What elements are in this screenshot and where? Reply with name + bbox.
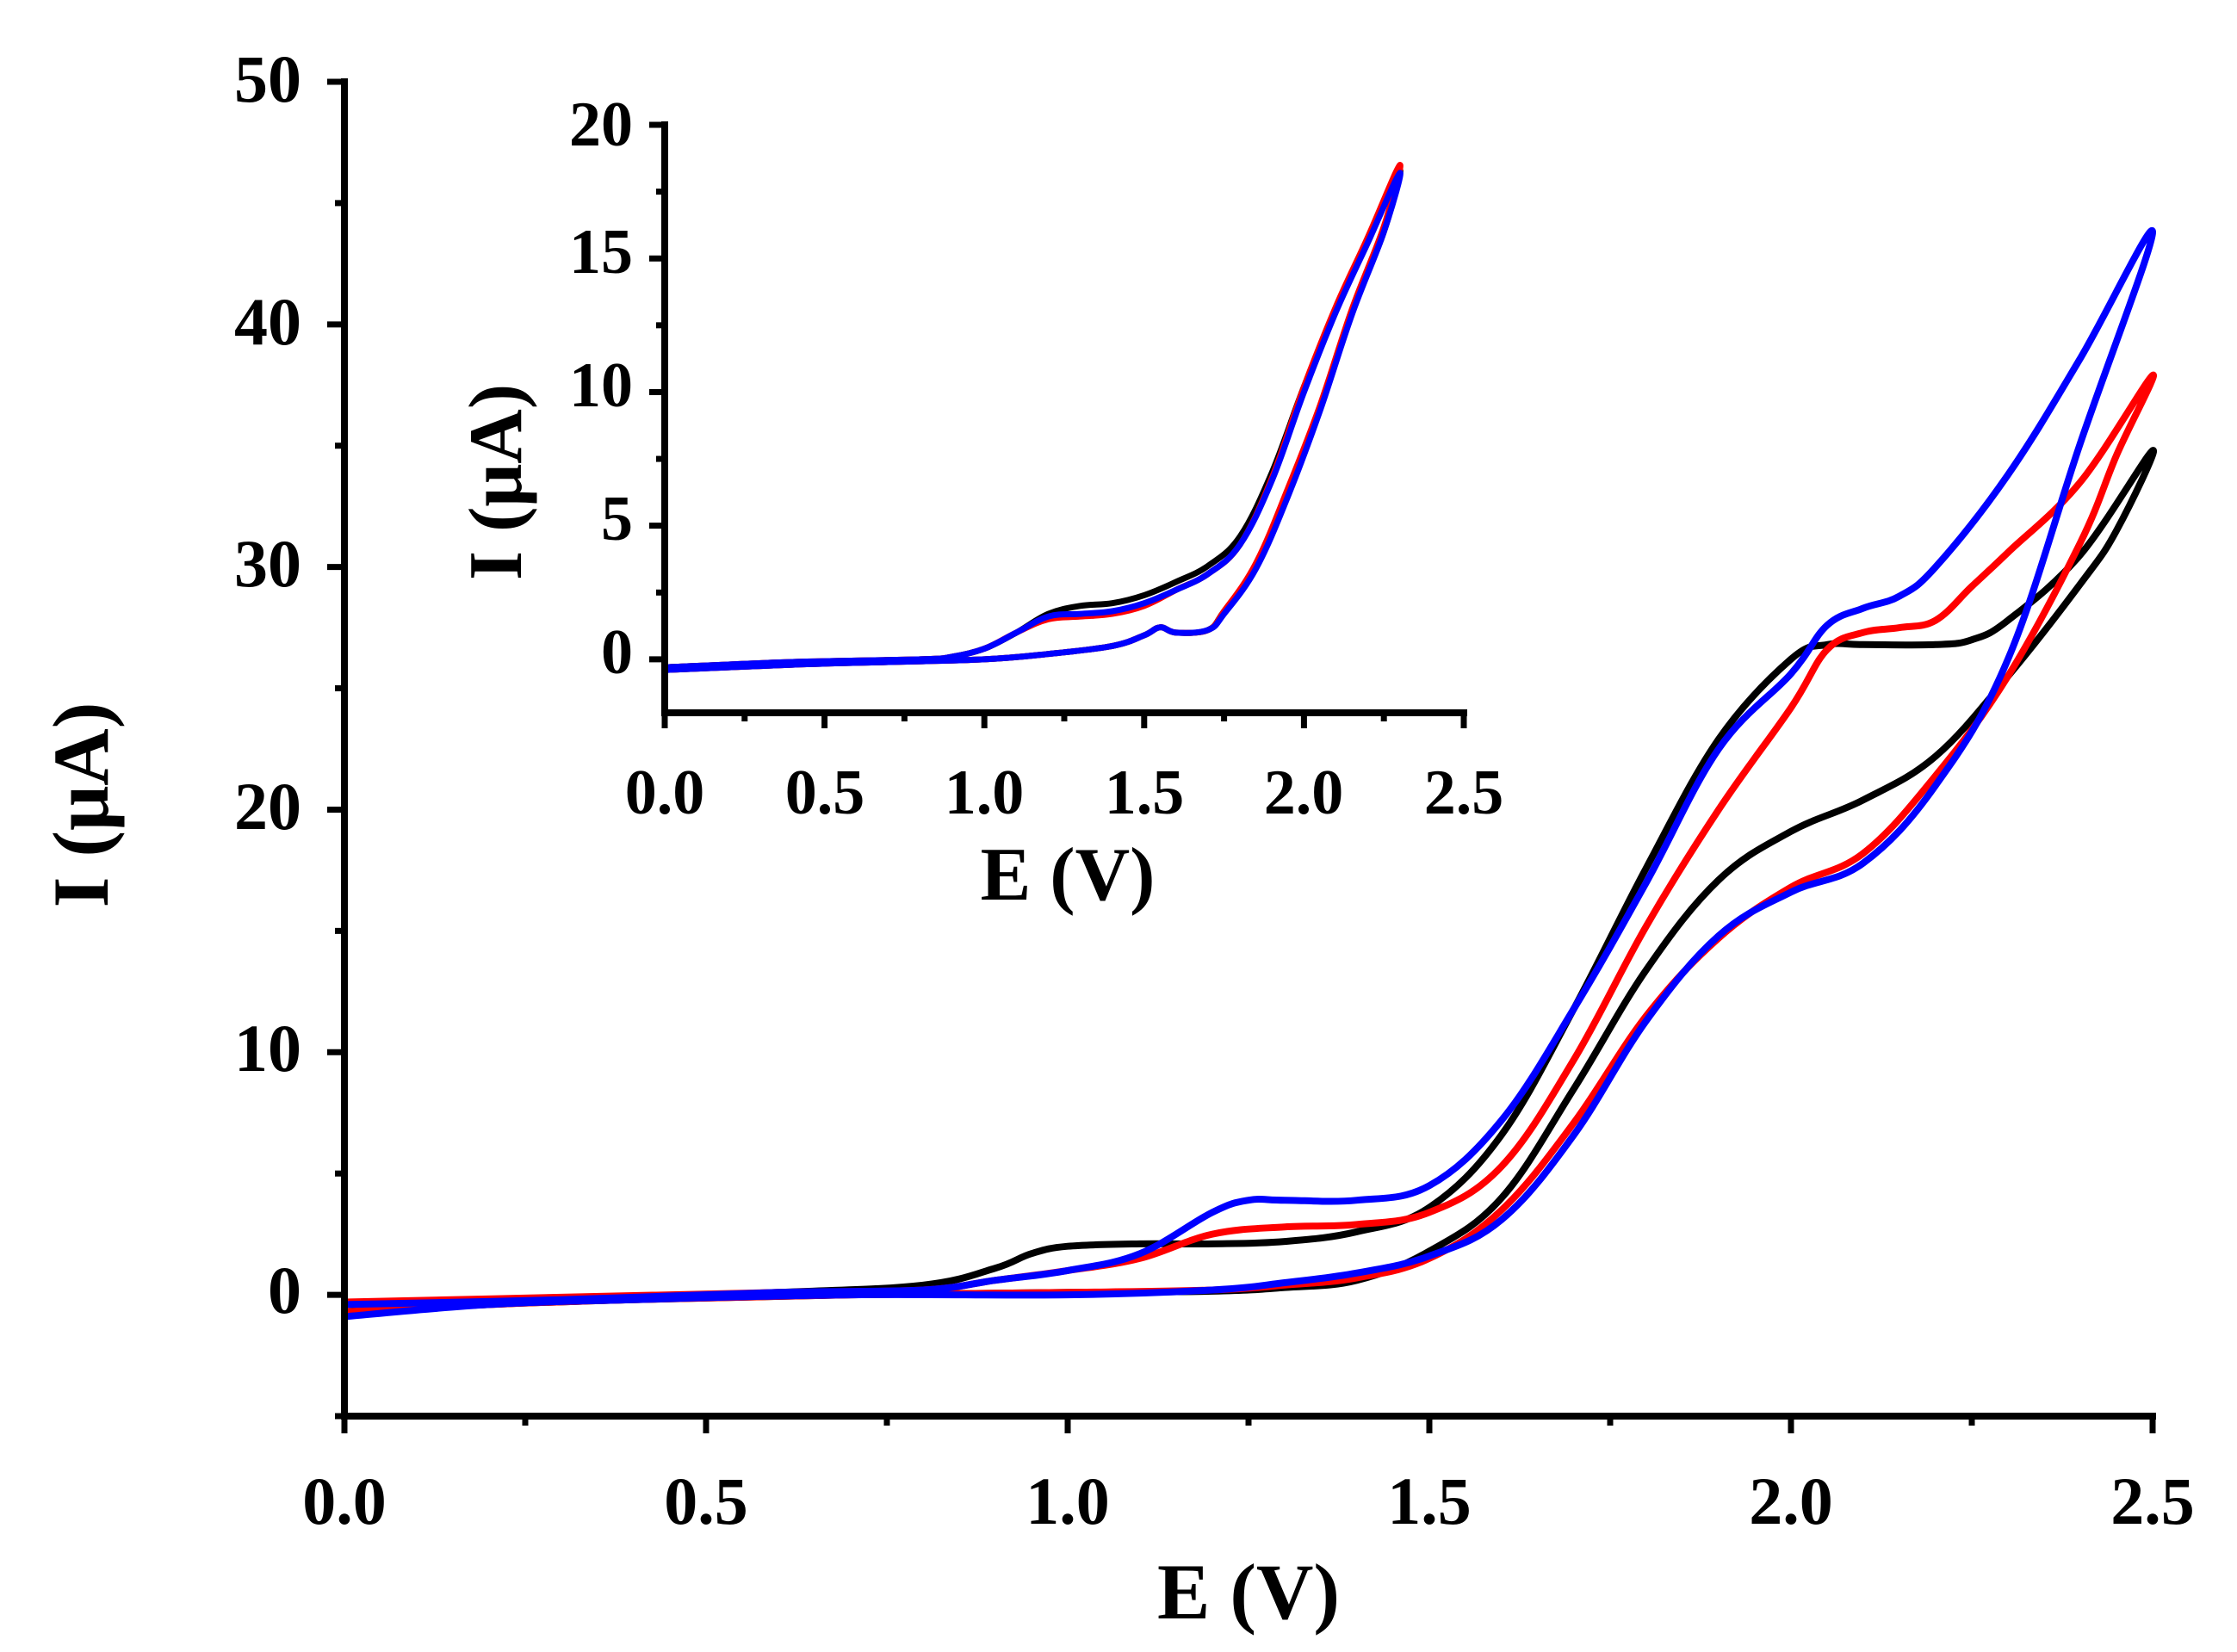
inset-x-tick-label: 2.0 [1264, 758, 1344, 828]
inset-y-tick-label: 5 [601, 484, 633, 554]
main-x-tick-label: 0.0 [302, 1463, 387, 1538]
inset-y-tick-label: 20 [569, 90, 633, 160]
main-y-tick-label: 20 [234, 769, 301, 844]
main-y-tick-labels: 0 10 20 30 40 50 [234, 41, 301, 1327]
main-x-axis-title: E (V) [1157, 1548, 1340, 1636]
inset-x-tick-label: 2.5 [1424, 758, 1504, 828]
main-x-tick-labels: 0.0 0.5 1.0 1.5 2.0 2.5 [302, 1463, 2195, 1538]
main-x-tick-label: 2.0 [1749, 1463, 1833, 1538]
inset-plot: 0.0 0.5 1.0 1.5 2.0 2.5 0 5 10 15 20 E (… [455, 90, 1503, 917]
main-x-tick-label: 1.0 [1026, 1463, 1110, 1538]
inset-series-blue [661, 170, 1404, 673]
main-plot: 0.0 0.5 1.0 1.5 2.0 2.5 0 10 20 30 40 50… [37, 41, 2195, 1636]
inset-series-group [661, 162, 1404, 673]
inset-x-tick-label: 0.5 [785, 758, 865, 828]
inset-y-tick-label: 0 [601, 617, 633, 688]
inset-y-tick-label: 15 [569, 217, 633, 288]
inset-x-tick-label: 1.0 [945, 758, 1025, 828]
inset-x-tick-label: 1.5 [1105, 758, 1185, 828]
inset-y-axis-title: I (μA) [455, 384, 538, 580]
inset-ticks-group [649, 121, 1467, 728]
main-y-tick-label: 10 [234, 1011, 301, 1086]
inset-x-tick-label: 0.0 [625, 758, 705, 828]
inset-y-tick-labels: 0 5 10 15 20 [569, 90, 633, 688]
main-series-group [341, 226, 2158, 1321]
main-ticks-group [327, 78, 2156, 1433]
main-y-tick-label: 30 [234, 526, 301, 601]
main-y-tick-label: 40 [234, 284, 301, 359]
main-y-axis-title: I (μA) [37, 702, 125, 908]
main-series-blue [341, 226, 2156, 1321]
main-y-tick-label: 0 [268, 1253, 301, 1327]
main-y-tick-label: 50 [234, 41, 301, 116]
main-x-tick-label: 0.5 [664, 1463, 748, 1538]
inset-x-tick-labels: 0.0 0.5 1.0 1.5 2.0 2.5 [625, 758, 1504, 828]
main-x-tick-label: 1.5 [1387, 1463, 1472, 1538]
inset-x-axis-title: E (V) [981, 833, 1156, 917]
main-x-tick-label: 2.5 [2110, 1463, 2195, 1538]
inset-y-tick-label: 10 [569, 350, 633, 421]
